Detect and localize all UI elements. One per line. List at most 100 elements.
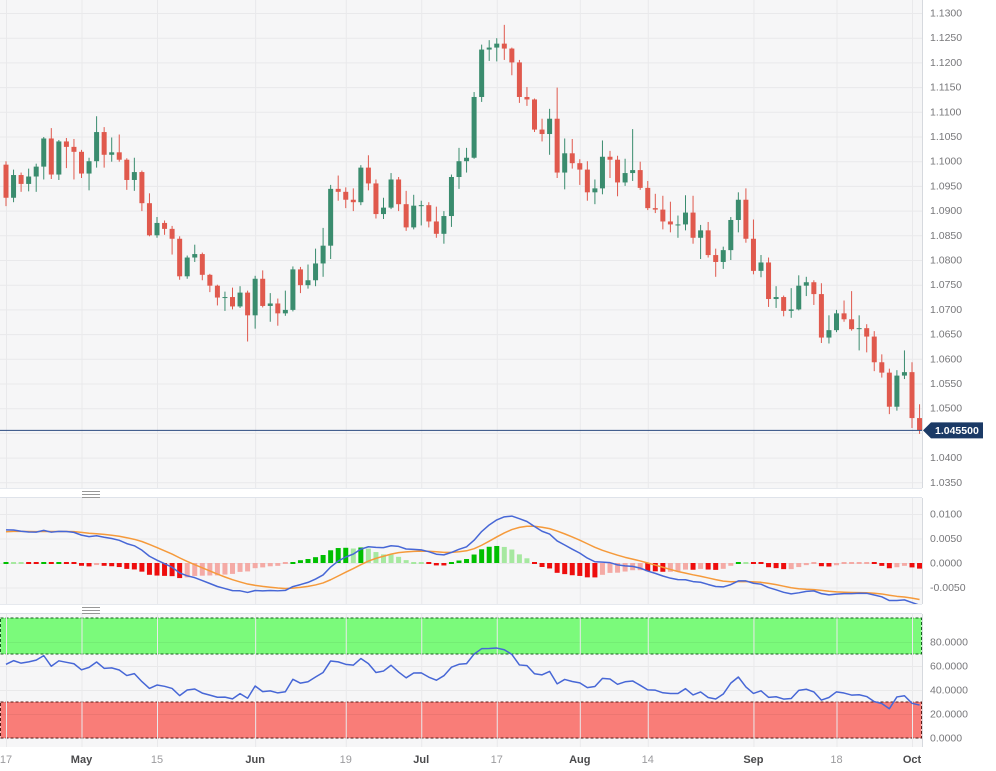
- rsi-panel[interactable]: 80.0000 60.0000 40.0000 20.0000 0.0000: [0, 614, 996, 747]
- time-axis-label: 17: [0, 754, 12, 766]
- macd-histogram-bar: [146, 563, 152, 575]
- macd-histogram-bar: [365, 548, 371, 563]
- candle-up: [773, 297, 779, 300]
- macd-histogram-bar: [683, 563, 688, 570]
- candle-up: [267, 303, 273, 306]
- macd-histogram-bar: [856, 562, 862, 564]
- price-axis-label: 1.0800: [930, 255, 962, 267]
- macd-histogram-bar: [826, 563, 832, 567]
- candle-up: [562, 153, 568, 173]
- macd-histogram-bar: [230, 563, 235, 574]
- candle-down: [886, 372, 892, 407]
- macd-histogram-bar: [305, 558, 311, 563]
- macd-histogram-bar: [577, 563, 583, 576]
- candle-up: [109, 152, 115, 155]
- macd-histogram-bar: [441, 563, 447, 566]
- candle-down: [690, 212, 696, 238]
- candle-down: [403, 204, 409, 228]
- macd-histogram-bar: [335, 548, 341, 563]
- candle-up: [222, 297, 228, 299]
- price-panel[interactable]: 1.1300 1.1250 1.1200 1.1150 1.1100 1.1050 1.10…: [0, 0, 996, 488]
- macd-histogram-bar: [169, 563, 175, 577]
- macd-histogram-bar: [554, 563, 560, 573]
- macd-histogram-bar: [532, 562, 537, 564]
- candle-down: [501, 43, 507, 49]
- candle-down: [743, 199, 749, 239]
- macd-histogram-bar: [592, 563, 598, 578]
- candle-up: [675, 224, 681, 226]
- time-axis[interactable]: 17 May 15 Jun 19 Jul 17 Aug 14 Sep 18 Oct: [0, 747, 996, 771]
- candle-up: [796, 285, 802, 310]
- candle-down: [124, 159, 130, 180]
- macd-histogram-bar: [479, 549, 485, 563]
- candle-down: [818, 294, 824, 338]
- macd-axis-label: 0.0100: [930, 509, 962, 521]
- candle-down: [667, 221, 673, 225]
- macd-histogram-bar: [320, 555, 326, 563]
- candle-up: [290, 269, 296, 310]
- macd-histogram-bar: [71, 562, 77, 564]
- macd-panel[interactable]: 0.0100 0.0050 0.0000 -0.0050: [0, 498, 996, 604]
- candle-down: [909, 372, 915, 419]
- macd-histogram-bar: [41, 562, 47, 564]
- candle-down: [645, 187, 651, 209]
- candle-up: [630, 170, 636, 174]
- candle-up: [154, 222, 160, 236]
- macd-histogram-bar: [358, 547, 364, 563]
- candle-down: [577, 163, 583, 170]
- candle-up: [131, 172, 137, 180]
- candle-down: [652, 208, 658, 210]
- current-price-tag: 1.045500: [923, 422, 983, 439]
- macd-axis-label: 0.0000: [930, 558, 962, 570]
- price-axis-label: 1.0650: [930, 329, 962, 341]
- macd-histogram-bar: [48, 562, 54, 564]
- candle-down: [879, 362, 885, 373]
- svg-text:1.045500: 1.045500: [935, 425, 979, 437]
- candle-down: [841, 313, 847, 320]
- panel-resize-handle-icon[interactable]: [82, 491, 100, 498]
- candle-up: [192, 254, 198, 258]
- macd-histogram-bar: [433, 563, 439, 566]
- candle-down: [849, 319, 855, 330]
- macd-histogram-bar: [26, 562, 32, 564]
- candle-up: [11, 175, 17, 198]
- candle-up: [418, 205, 424, 207]
- macd-histogram-bar: [539, 563, 545, 567]
- candle-down: [139, 172, 145, 204]
- macd-histogram-bar: [222, 563, 228, 575]
- macd-signal-line: [5, 525, 920, 601]
- macd-histogram-bar: [471, 554, 477, 563]
- candle-down: [615, 159, 621, 183]
- macd-histogram-bar: [909, 563, 915, 568]
- macd-histogram-bar: [116, 563, 122, 568]
- macd-line: [5, 515, 919, 604]
- macd-axis-label: -0.0050: [930, 582, 966, 594]
- candle-up: [622, 173, 628, 183]
- macd-histogram-bar: [645, 563, 651, 572]
- candle-up: [720, 250, 726, 262]
- macd-histogram-bar: [184, 563, 190, 578]
- macd-histogram-bar: [675, 563, 681, 572]
- panel-resize-handle-icon[interactable]: [82, 607, 100, 614]
- macd-histogram-bar: [396, 556, 402, 563]
- macd-histogram-bar: [267, 563, 273, 567]
- price-axis-label: 1.1000: [930, 156, 962, 168]
- candle-up: [471, 96, 477, 158]
- time-axis-label: Jun: [245, 754, 265, 766]
- macd-histogram-bar: [622, 563, 628, 572]
- price-axis-label: 1.1300: [930, 8, 962, 20]
- candle-up: [788, 309, 794, 311]
- candle-up: [388, 179, 394, 208]
- candle-up: [56, 141, 62, 175]
- macd-histogram-bar: [818, 563, 824, 567]
- time-axis-label: 18: [830, 754, 842, 766]
- macd-histogram-bar: [547, 563, 553, 569]
- macd-histogram-bar: [297, 560, 303, 563]
- candle-down: [750, 238, 756, 271]
- candle-down: [766, 262, 772, 300]
- macd-histogram-bar: [864, 562, 870, 564]
- macd-histogram-bar: [879, 563, 885, 566]
- candle-down: [63, 141, 69, 147]
- candle-down: [637, 170, 643, 188]
- candle-up: [94, 132, 100, 162]
